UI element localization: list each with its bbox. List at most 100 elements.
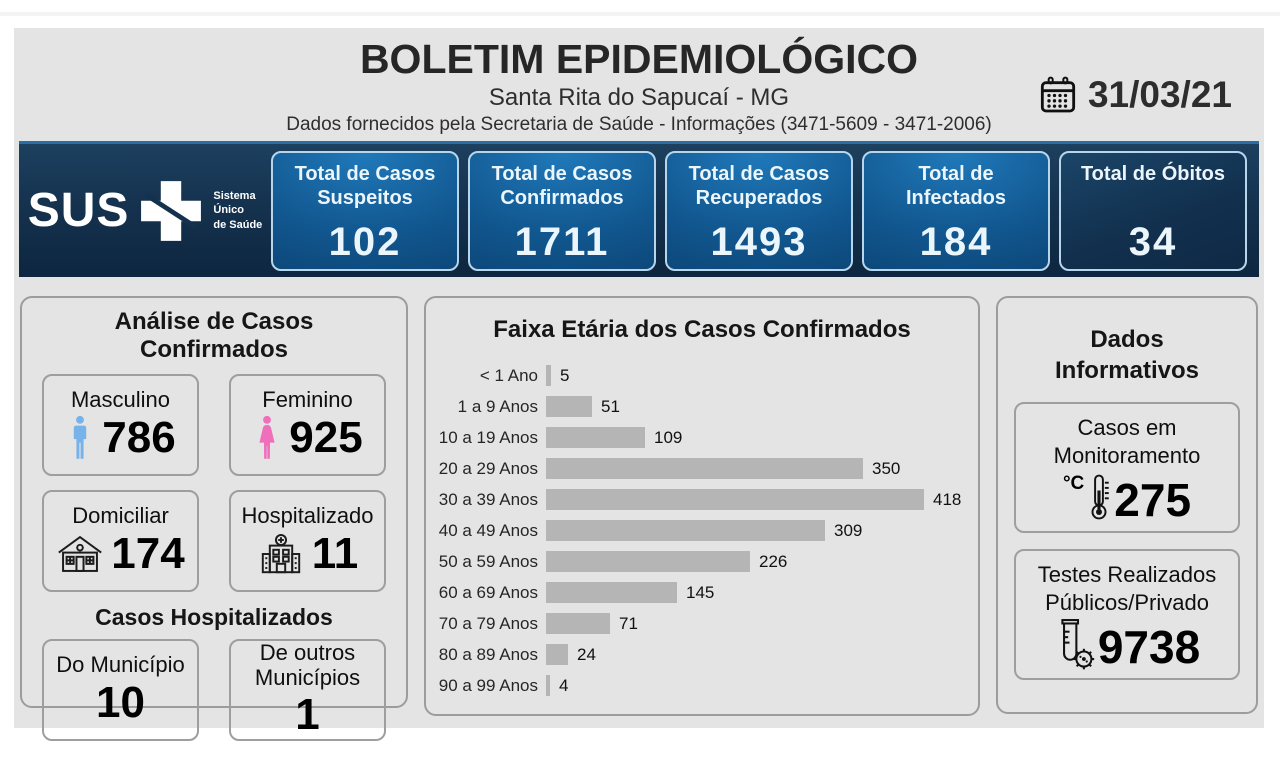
chart-row: 30 a 39 Anos 418: [438, 484, 966, 515]
male-count: 786: [102, 412, 176, 462]
female-card-label: Feminino: [262, 387, 353, 413]
chart-row: 40 a 49 Anos 309: [438, 515, 966, 546]
thermometer-icon: [1086, 471, 1112, 523]
stat-box-label: Total de Casos Suspeitos: [294, 162, 436, 209]
info-panel-title: Dados Informativos: [1054, 326, 1200, 385]
chart-category-label: < 1 Ano: [479, 365, 538, 385]
monitoring-label: Casos em Monitoramento: [1053, 415, 1201, 468]
stat-box-label: Total de Óbitos: [1080, 162, 1226, 185]
chart-category-label: 50 a 59 Anos: [438, 551, 538, 571]
chart-category-label: 70 a 79 Anos: [438, 613, 538, 633]
stat-box-value: 34: [1128, 219, 1178, 264]
monitoring-count: 275: [1114, 474, 1192, 527]
chart-category-label: 20 a 29 Anos: [438, 458, 538, 478]
chart-value-label: 109: [654, 427, 683, 447]
sus-cross-icon: [137, 177, 205, 245]
chart-bar: [546, 520, 825, 541]
stat-box-3: Total de Infectados 184: [862, 150, 1050, 271]
calendar-icon: [1038, 75, 1078, 115]
chart-value-label: 51: [601, 396, 620, 416]
content-row: Análise de Casos Confirmados Masculino 7…: [20, 296, 1258, 741]
bulletin: BOLETIM EPIDEMIOLÓGICO Santa Rita do Sap…: [14, 28, 1264, 741]
age-chart-panel: Faixa Etária dos Casos Confirmados < 1 A…: [424, 296, 980, 716]
stat-box-4: Total de Óbitos 34: [1059, 150, 1247, 271]
other-municipalities-count: 1: [295, 690, 320, 740]
other-municipalities-label: De outros Municípios: [254, 639, 361, 690]
female-count: 925: [289, 412, 363, 462]
chart-value-label: 71: [619, 613, 638, 633]
stat-box-label: Total de Infectados: [905, 162, 1007, 209]
stat-box-value: 1493: [710, 219, 808, 264]
page-top-strip: [0, 12, 1280, 16]
hospitalized-label: Hospitalizado: [241, 503, 374, 529]
chart-row: 20 a 29 Anos 350: [438, 453, 966, 484]
gender-card-grid: Masculino 786 Feminino: [38, 374, 390, 592]
chart-row: 10 a 19 Anos 109: [438, 422, 966, 453]
chart-row: < 1 Ano 5: [438, 360, 966, 391]
chart-row: 60 a 69 Anos 145: [438, 577, 966, 608]
chart-bar: [546, 458, 863, 479]
tests-card: Testes Realizados Públicos/Privado: [1014, 549, 1240, 681]
info-panel: Dados Informativos Casos em Monitorament…: [996, 296, 1258, 714]
chart-bar: [546, 551, 750, 572]
chart-bar: [546, 365, 551, 386]
home-care-card: Domiciliar 174: [42, 490, 199, 592]
chart-row: 70 a 79 Anos 71: [438, 608, 966, 639]
home-care-label: Domiciliar: [72, 503, 169, 529]
hospitalized-section-title: Casos Hospitalizados: [95, 604, 333, 630]
sus-caption-line: Único: [213, 204, 244, 217]
chart-bar: [546, 427, 645, 448]
home-care-count: 174: [111, 528, 185, 578]
chart-bar: [546, 613, 610, 634]
test-tube-icon: [1054, 618, 1096, 670]
chart-value-label: 145: [686, 582, 715, 602]
stat-box-label: Total de Casos Recuperados: [688, 162, 830, 209]
stat-box-value: 184: [919, 219, 993, 264]
age-chart-rows: < 1 Ano 5 1 a 9 Anos 51 10 a 19 Anos 109 20 a …: [438, 360, 966, 701]
page-title: BOLETIM EPIDEMIOLÓGICO: [359, 36, 919, 82]
sus-caption-line: Sistema: [213, 190, 256, 203]
chart-value-label: 309: [834, 520, 863, 540]
sus-caption-line: de Saúde: [213, 218, 263, 231]
chart-value-label: 24: [577, 644, 596, 664]
stat-box-value: 1711: [514, 219, 610, 264]
stat-box-label: Total de Casos Confirmados: [491, 162, 633, 209]
stat-box-2: Total de Casos Recuperados 1493: [665, 150, 853, 271]
city-subtitle: Santa Rita do Sapucaí - MG: [488, 84, 790, 111]
chart-category-label: 40 a 49 Anos: [438, 520, 538, 540]
analysis-title: Análise de Casos Confirmados: [114, 308, 314, 363]
chart-value-label: 4: [559, 675, 569, 695]
date-block: 31/03/21: [1038, 74, 1232, 116]
municipality-count: 10: [96, 677, 145, 727]
stat-box-value: 102: [328, 219, 402, 264]
sus-caption: Sistema Único de Saúde: [213, 189, 262, 232]
chart-category-label: 1 a 9 Anos: [457, 396, 538, 416]
sus-strip: SUS Sistema Único de Saúde Total de Caso…: [19, 141, 1259, 277]
chart-category-label: 30 a 39 Anos: [438, 489, 538, 509]
chart-bar: [546, 582, 677, 603]
report-date: 31/03/21: [1087, 74, 1232, 115]
chart-bar: [546, 644, 568, 665]
chart-value-label: 418: [933, 489, 962, 509]
tests-label: Testes Realizados Públicos/Privado: [1037, 562, 1217, 615]
chart-value-label: 350: [872, 458, 901, 478]
sus-stats-row: Total de Casos Suspeitos 102 Total de Caso…: [271, 150, 1259, 271]
chart-category-label: 80 a 89 Anos: [438, 644, 538, 664]
chart-category-label: 90 a 99 Anos: [438, 675, 538, 695]
female-icon: [252, 415, 282, 461]
chart-value-label: 226: [759, 551, 788, 571]
chart-row: 80 a 89 Anos 24: [438, 639, 966, 670]
hospital-icon: [257, 533, 305, 575]
chart-bar: [546, 675, 550, 696]
chart-row: 90 a 99 Anos 4: [438, 670, 966, 701]
municipality-label: Do Município: [56, 652, 185, 678]
celsius-label: °C: [1062, 473, 1085, 495]
hospitalized-card: Hospitalizado: [229, 490, 386, 592]
male-card-label: Masculino: [70, 387, 171, 413]
stat-box-0: Total de Casos Suspeitos 102: [271, 150, 459, 271]
chart-category-label: 10 a 19 Anos: [438, 427, 538, 447]
stat-box-1: Total de Casos Confirmados 1711: [468, 150, 656, 271]
info-line: Dados fornecidos pela Secretaria de Saúd…: [286, 114, 992, 135]
chart-category-label: 60 a 69 Anos: [438, 582, 538, 602]
female-card: Feminino 925: [229, 374, 386, 476]
